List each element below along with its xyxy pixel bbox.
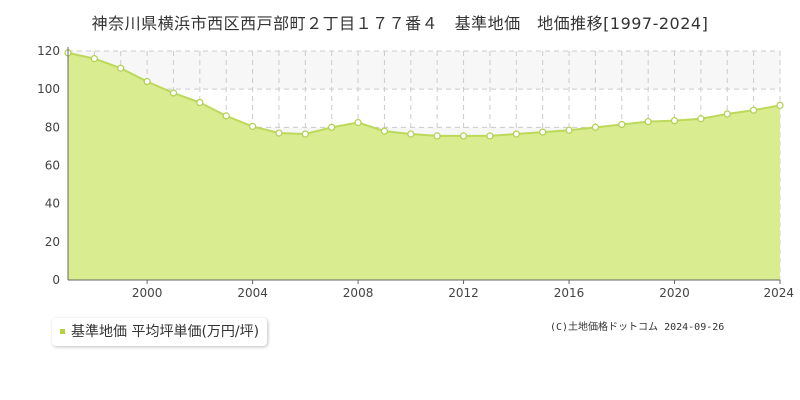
- data-point: [301, 130, 309, 138]
- data-point: [222, 112, 230, 120]
- x-tick-label: 2008: [343, 286, 374, 300]
- series-area: [68, 52, 780, 281]
- data-point: [723, 110, 731, 118]
- data-point: [539, 128, 547, 136]
- data-point: [433, 132, 441, 140]
- y-tick-label: 0: [52, 273, 60, 287]
- data-point: [407, 130, 415, 138]
- data-point: [275, 129, 283, 137]
- y-tick-label: 60: [45, 159, 60, 173]
- y-tick-label: 40: [45, 197, 60, 211]
- data-point: [486, 132, 494, 140]
- data-point: [169, 89, 178, 97]
- data-point: [143, 77, 151, 86]
- y-tick-label: 120: [37, 44, 60, 58]
- x-tick-label: 2024: [763, 286, 794, 300]
- data-point: [117, 64, 125, 72]
- chart-title: 神奈川県横浜市西区西戸部町２丁目１７７番４ 基準地価 地価推移[1997-202…: [91, 14, 709, 33]
- data-point: [750, 106, 758, 114]
- data-point: [90, 55, 98, 63]
- data-point: [697, 115, 705, 123]
- x-tick-label: 2004: [237, 286, 268, 300]
- data-point: [196, 98, 204, 107]
- data-point: [354, 118, 362, 127]
- y-tick-label: 80: [45, 120, 60, 134]
- data-point: [512, 130, 520, 138]
- y-tick-label: 20: [45, 235, 60, 249]
- data-point: [380, 127, 389, 135]
- y-tick-label: 100: [37, 82, 60, 96]
- legend-label: 基準地価 平均坪単価(万円/坪): [71, 324, 260, 340]
- credit-text: (C)土地価格ドットコム 2024-09-26: [550, 322, 725, 333]
- legend: 基準地価 平均坪単価(万円/坪): [52, 318, 268, 346]
- series-line: [67, 51, 781, 137]
- x-tick-label: 2000: [132, 286, 163, 300]
- data-point: [459, 132, 468, 140]
- x-tick-label: 2016: [554, 286, 585, 300]
- data-point: [328, 123, 336, 131]
- data-point: [618, 120, 626, 129]
- x-tick-label: 2020: [659, 286, 690, 300]
- x-tick-label: 2012: [448, 286, 479, 300]
- data-point: [565, 126, 573, 134]
- data-point: [644, 118, 652, 126]
- legend-marker-icon: [60, 328, 65, 334]
- data-point: [670, 117, 679, 125]
- data-point: [591, 123, 600, 131]
- data-point: [248, 122, 257, 130]
- data-point: [776, 101, 784, 109]
- grid-band: [68, 51, 780, 90]
